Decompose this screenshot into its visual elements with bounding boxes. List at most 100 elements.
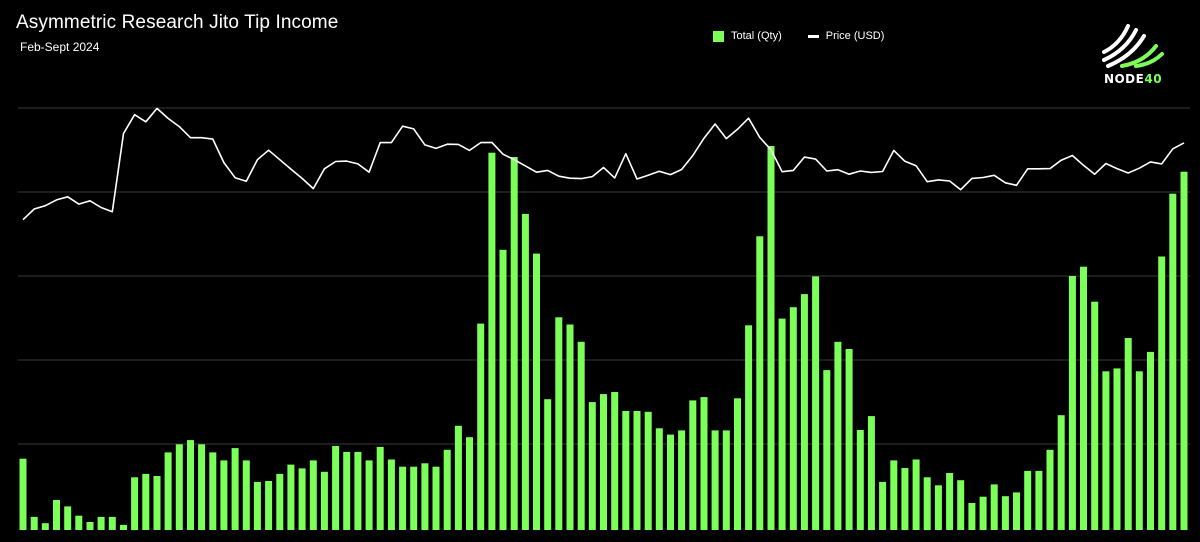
bar bbox=[1035, 470, 1043, 530]
bar bbox=[678, 430, 686, 530]
bar bbox=[477, 323, 485, 530]
bar bbox=[611, 392, 619, 530]
bar bbox=[41, 523, 49, 530]
bar bbox=[443, 449, 451, 530]
bar bbox=[343, 451, 351, 530]
bar bbox=[711, 430, 719, 530]
bar bbox=[957, 480, 965, 530]
bar bbox=[890, 460, 898, 530]
bar bbox=[432, 466, 440, 530]
bar bbox=[142, 473, 150, 530]
bar bbox=[655, 428, 663, 530]
bar bbox=[633, 411, 641, 530]
bar bbox=[231, 448, 239, 530]
bar bbox=[187, 440, 194, 530]
bar bbox=[108, 516, 116, 530]
legend-item-price: Price (USD) bbox=[807, 30, 885, 42]
node40-logo: NODE40 bbox=[1098, 22, 1168, 92]
bar bbox=[510, 157, 518, 530]
bar bbox=[689, 400, 697, 530]
bar bbox=[220, 460, 228, 530]
bar bbox=[879, 481, 887, 530]
bar bbox=[1080, 266, 1087, 530]
bar bbox=[577, 341, 585, 530]
bar bbox=[533, 253, 540, 530]
bar bbox=[1024, 470, 1032, 530]
bar bbox=[253, 481, 261, 530]
logo-text-main: NODE bbox=[1103, 72, 1145, 86]
bar bbox=[365, 460, 373, 530]
bar bbox=[64, 506, 72, 530]
legend-swatch-total bbox=[713, 30, 724, 42]
bar bbox=[376, 446, 384, 530]
bar bbox=[1113, 368, 1121, 530]
bar bbox=[454, 425, 462, 530]
bar bbox=[845, 349, 853, 530]
bar bbox=[1102, 371, 1110, 530]
bar bbox=[1180, 171, 1188, 530]
bar bbox=[734, 398, 741, 530]
bar bbox=[75, 515, 83, 530]
bar bbox=[354, 451, 362, 530]
bar bbox=[600, 394, 607, 530]
bar bbox=[488, 152, 496, 530]
bar bbox=[298, 468, 306, 530]
bar bbox=[287, 464, 295, 530]
bar bbox=[912, 459, 920, 530]
bar bbox=[320, 471, 328, 530]
bar bbox=[767, 146, 775, 530]
bar bbox=[521, 213, 529, 530]
bar bbox=[53, 500, 60, 530]
bar bbox=[499, 249, 507, 531]
bar bbox=[745, 325, 753, 530]
bar bbox=[399, 466, 407, 530]
bar bbox=[198, 444, 206, 530]
bar bbox=[164, 452, 172, 530]
chart-title: Asymmetric Research Jito Tip Income bbox=[16, 12, 339, 33]
bar bbox=[800, 294, 808, 530]
bar bbox=[1091, 301, 1099, 530]
bar bbox=[1135, 371, 1143, 530]
bar bbox=[1158, 256, 1166, 530]
bar bbox=[332, 446, 340, 530]
bar bbox=[1147, 351, 1154, 530]
bar bbox=[823, 370, 831, 530]
bar bbox=[30, 516, 38, 530]
bar bbox=[722, 430, 730, 530]
bar bbox=[622, 411, 630, 530]
bar bbox=[265, 481, 273, 530]
bar bbox=[923, 477, 931, 531]
bar bbox=[1068, 276, 1076, 530]
bar bbox=[812, 276, 820, 530]
bar bbox=[667, 434, 674, 530]
legend: Total (Qty) Price (USD) bbox=[713, 30, 910, 42]
bar bbox=[544, 399, 552, 530]
logo-mark-icon bbox=[1102, 24, 1164, 68]
bar bbox=[1013, 492, 1020, 530]
bar bbox=[131, 477, 139, 531]
bar bbox=[934, 485, 942, 530]
chart-subtitle: Feb-Sept 2024 bbox=[20, 40, 100, 54]
bar bbox=[756, 236, 764, 531]
legend-label-price: Price (USD) bbox=[825, 30, 885, 42]
bar bbox=[555, 317, 563, 530]
logo-text-accent: 40 bbox=[1144, 72, 1163, 86]
legend-item-total: Total (Qty) bbox=[713, 30, 782, 42]
bar bbox=[309, 460, 317, 530]
bar bbox=[778, 318, 786, 530]
bar bbox=[153, 476, 161, 530]
bar bbox=[566, 324, 574, 530]
bar bbox=[86, 522, 94, 530]
bar bbox=[700, 397, 708, 530]
bar bbox=[1124, 338, 1132, 530]
bar bbox=[276, 473, 284, 530]
bar bbox=[901, 468, 909, 530]
bar bbox=[1001, 496, 1009, 530]
bar bbox=[1057, 415, 1065, 530]
bar bbox=[175, 444, 183, 530]
bar bbox=[946, 473, 954, 530]
bar bbox=[19, 458, 27, 530]
bar bbox=[968, 503, 976, 530]
